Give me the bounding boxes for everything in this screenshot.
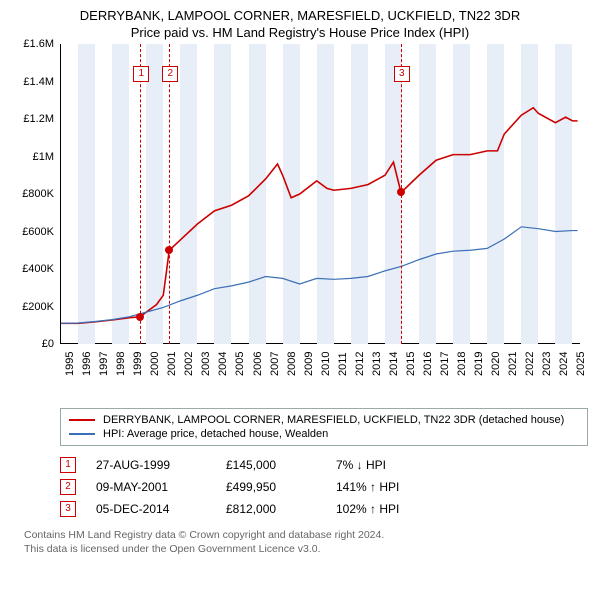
x-tick-label: 1996 [81,352,93,376]
event-vline [169,44,170,344]
x-tick-label: 2009 [303,352,315,376]
x-tick-label: 2003 [200,352,212,376]
x-tick-label: 2000 [149,352,161,376]
event-date: 09-MAY-2001 [96,480,206,494]
event-dot [165,246,173,254]
y-tick-label: £600K [22,226,54,238]
y-tick-label: £400K [22,263,54,275]
x-tick-label: 2004 [217,352,229,376]
x-tick-label: 2012 [354,352,366,376]
event-row: 3 05-DEC-2014 £812,000 102% ↑ HPI [60,498,570,520]
legend-swatch [69,433,95,435]
x-tick-label: 2019 [473,352,485,376]
x-tick-label: 2005 [234,352,246,376]
event-delta: 102% ↑ HPI [336,502,446,516]
event-price: £145,000 [226,458,316,472]
x-tick-label: 2017 [439,352,451,376]
y-tick-label: £1.2M [23,113,54,125]
legend-row: HPI: Average price, detached house, Weal… [69,427,579,441]
x-tick-label: 2020 [490,352,502,376]
event-price: £499,950 [226,480,316,494]
event-dot [136,313,144,321]
legend-label: DERRYBANK, LAMPOOL CORNER, MARESFIELD, U… [103,414,564,426]
legend-swatch [69,419,95,421]
x-tick-label: 1999 [132,352,144,376]
event-num-box: 2 [60,479,76,495]
event-delta: 7% ↓ HPI [336,458,446,472]
footer: Contains HM Land Registry data © Crown c… [24,528,588,556]
y-tick-label: £1.4M [23,76,54,88]
event-row: 2 09-MAY-2001 £499,950 141% ↑ HPI [60,476,570,498]
legend-label: HPI: Average price, detached house, Weal… [103,428,328,440]
chart-area: 123 £0£200K£400K£600K£800K£1M£1.2M£1.4M£… [12,44,588,374]
x-tick-label: 2013 [371,352,383,376]
footer-line2: This data is licensed under the Open Gov… [24,542,588,556]
x-tick-label: 2014 [388,352,400,376]
event-marker-box: 3 [394,66,410,82]
figure: DERRYBANK, LAMPOOL CORNER, MARESFIELD, U… [0,0,600,564]
event-date: 27-AUG-1999 [96,458,206,472]
y-tick-label: £1M [33,151,54,163]
x-tick-label: 2002 [183,352,195,376]
event-row: 1 27-AUG-1999 £145,000 7% ↓ HPI [60,454,570,476]
x-tick-label: 1995 [64,352,76,376]
event-vline [140,44,141,344]
x-tick-label: 1997 [98,352,110,376]
series-line [61,227,578,324]
series-svg [61,44,581,344]
event-table: 1 27-AUG-1999 £145,000 7% ↓ HPI 2 09-MAY-2001… [60,454,570,520]
x-tick-label: 2025 [575,352,587,376]
event-num-box: 1 [60,457,76,473]
event-num-box: 3 [60,501,76,517]
legend: DERRYBANK, LAMPOOL CORNER, MARESFIELD, U… [60,408,588,446]
x-tick-label: 1998 [115,352,127,376]
y-tick-label: £800K [22,188,54,200]
event-dot [397,188,405,196]
event-delta: 141% ↑ HPI [336,480,446,494]
event-marker-box: 2 [162,66,178,82]
x-tick-label: 2022 [524,352,536,376]
x-tick-label: 2008 [286,352,298,376]
event-date: 05-DEC-2014 [96,502,206,516]
titles: DERRYBANK, LAMPOOL CORNER, MARESFIELD, U… [12,8,588,40]
plot-region: 12 3 [60,44,580,344]
x-tick-label: 2006 [252,352,264,376]
x-tick-label: 2024 [558,352,570,376]
title-line1: DERRYBANK, LAMPOOL CORNER, MARESFIELD, U… [12,8,588,23]
title-line2: Price paid vs. HM Land Registry's House … [12,25,588,40]
y-tick-label: £1.6M [23,38,54,50]
y-tick-label: £0 [42,338,54,350]
x-tick-label: 2011 [337,352,349,376]
event-price: £812,000 [226,502,316,516]
x-tick-label: 2016 [422,352,434,376]
event-marker-box: 1 [133,66,149,82]
x-tick-label: 2001 [166,352,178,376]
x-tick-label: 2010 [320,352,332,376]
x-tick-label: 2023 [541,352,553,376]
legend-row: DERRYBANK, LAMPOOL CORNER, MARESFIELD, U… [69,413,579,427]
x-tick-label: 2007 [269,352,281,376]
x-tick-label: 2021 [507,352,519,376]
x-tick-label: 2015 [405,352,417,376]
x-tick-label: 2018 [456,352,468,376]
footer-line1: Contains HM Land Registry data © Crown c… [24,528,588,542]
y-tick-label: £200K [22,301,54,313]
series-line [61,108,578,324]
